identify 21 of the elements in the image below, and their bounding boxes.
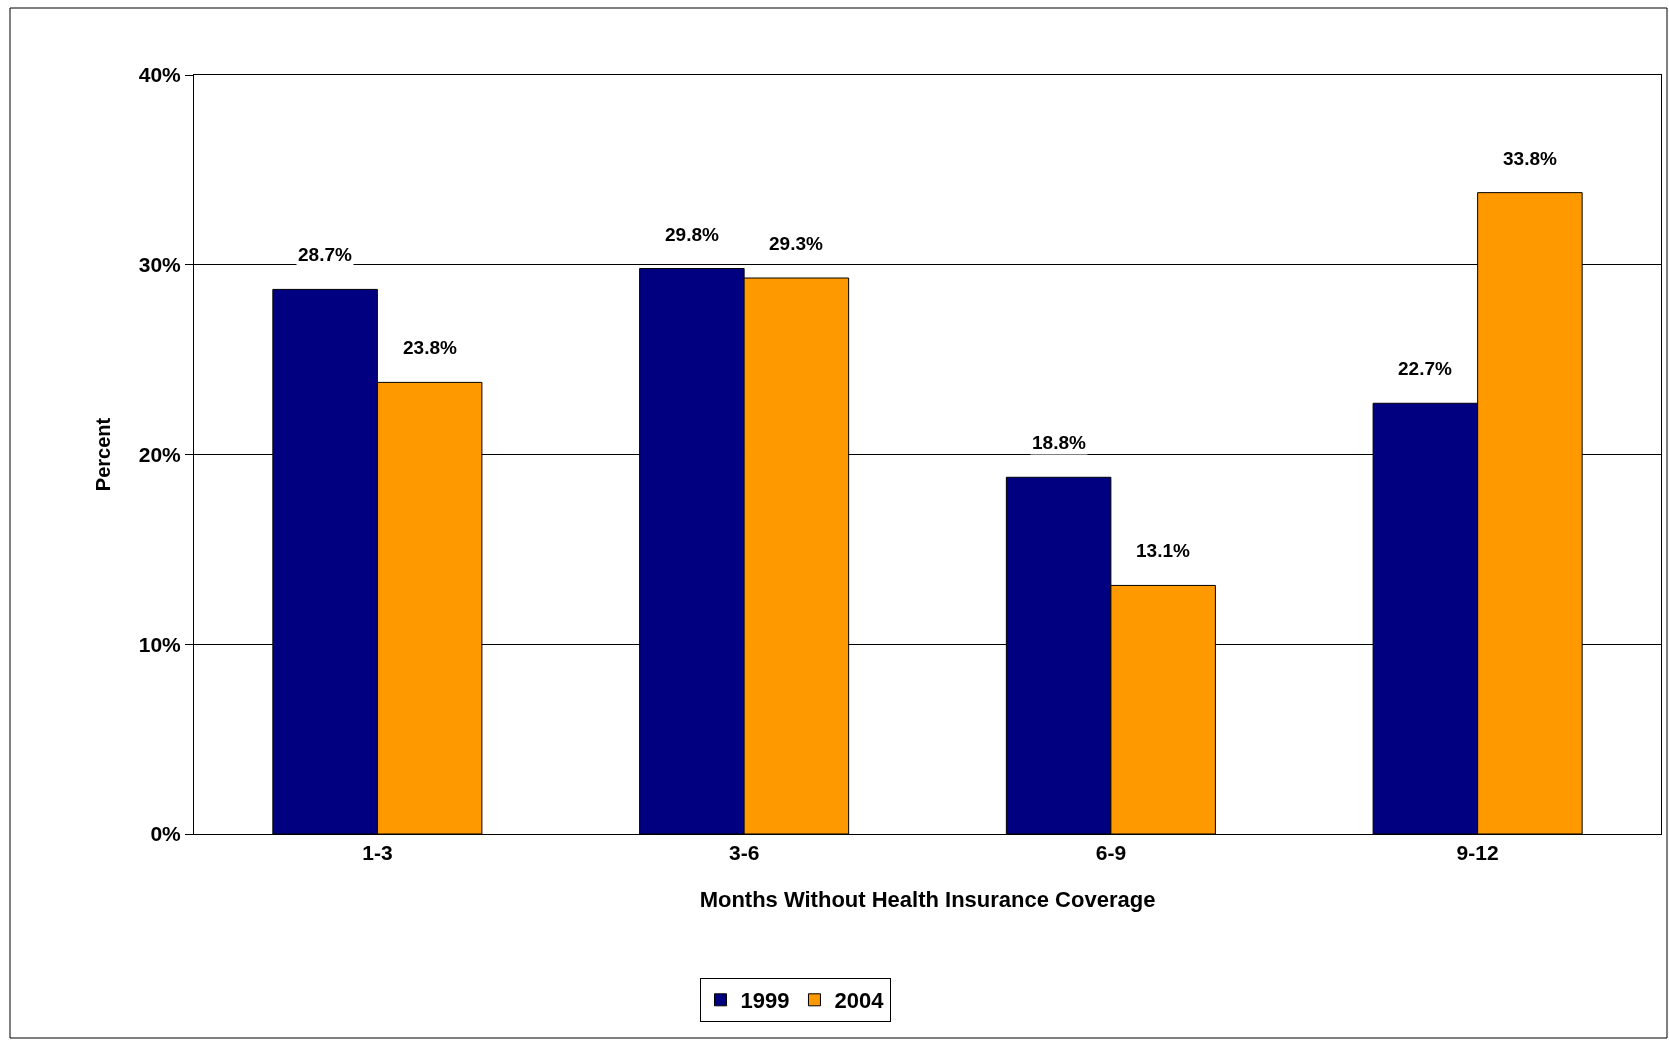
legend-label: 1999 — [740, 988, 790, 1014]
data-label: 33.8% — [1503, 148, 1557, 169]
legend-label: 2004 — [834, 988, 885, 1014]
x-tick-label: 9-12 — [1456, 841, 1499, 865]
x-tick-label: 1-3 — [362, 841, 393, 865]
y-tick-label: 40% — [138, 63, 182, 87]
y-tick-label: 0% — [150, 822, 182, 846]
y-tick-label: 30% — [138, 253, 182, 277]
data-label: 22.7% — [1398, 358, 1452, 379]
x-tick-label: 3-6 — [728, 841, 760, 865]
y-tick-label: 10% — [138, 632, 182, 656]
data-label: 13.1% — [1136, 540, 1190, 561]
x-tick-label: 6-9 — [1095, 841, 1127, 865]
data-label: 29.8% — [665, 224, 719, 245]
x-axis-title: Months Without Health Insurance Coverage — [699, 887, 1156, 913]
data-label: 23.8% — [403, 337, 457, 358]
data-label: 18.8% — [1032, 432, 1086, 453]
y-tick-label: 20% — [138, 442, 182, 466]
data-label: 28.7% — [298, 244, 352, 265]
y-axis-title: Percent — [92, 417, 115, 492]
data-label: 29.3% — [769, 233, 823, 254]
